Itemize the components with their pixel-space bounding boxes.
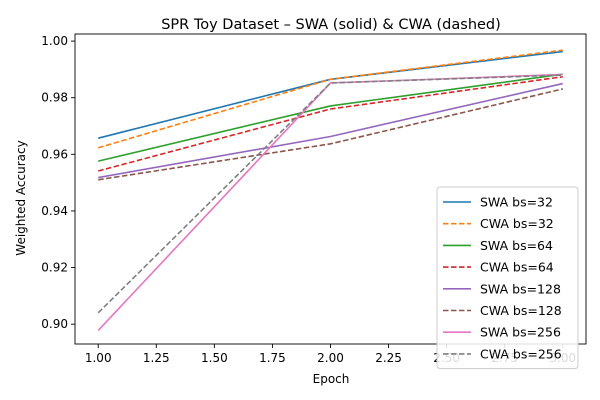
legend-label: SWA bs=32: [480, 195, 553, 210]
x-tick-label: 1.75: [259, 351, 286, 365]
y-tick-label: 0.90: [41, 317, 68, 331]
series-line-swa-bs-128: [98, 82, 563, 179]
legend-label: CWA bs=256: [480, 346, 562, 361]
y-axis-title: Weighted Accuracy: [14, 140, 28, 255]
legend-label: SWA bs=128: [480, 281, 561, 296]
series-line-swa-bs-64: [98, 73, 563, 162]
legend-label: CWA bs=32: [480, 216, 554, 231]
legend: SWA bs=32 CWA bs=32 SWA bs=64 CWA bs=64 SWA …: [436, 186, 579, 370]
x-axis-title: Epoch: [313, 372, 350, 386]
x-tick-label: 1.00: [85, 351, 112, 365]
y-tick-label: 0.94: [41, 204, 68, 218]
legend-label: SWA bs=256: [480, 325, 561, 340]
y-tick-label: 0.96: [41, 147, 68, 161]
series-line-cwa-bs-32: [98, 49, 563, 149]
series-line-cwa-bs-256: [97, 74, 563, 314]
y-tick-label: 0.92: [41, 261, 68, 275]
y-tick-label: 0.98: [41, 91, 68, 105]
legend-label: CWA bs=64: [480, 260, 554, 275]
chart-title: SPR Toy Dataset – SWA (solid) & CWA (das…: [161, 17, 501, 33]
legend-box: [436, 186, 579, 370]
legend-label: SWA bs=64: [480, 238, 553, 253]
series-line-cwa-bs-128: [98, 88, 563, 181]
y-tick-label: 1.00: [41, 34, 68, 48]
series-line-cwa-bs-64: [98, 75, 563, 172]
series-line-swa-bs-32: [98, 50, 563, 139]
legend-label: CWA bs=128: [480, 303, 562, 318]
x-tick-label: 1.25: [143, 351, 170, 365]
x-tick-label: 2.25: [375, 351, 402, 365]
x-tick-label: 1.50: [201, 351, 228, 365]
x-tick-label: 2.00: [317, 351, 344, 365]
